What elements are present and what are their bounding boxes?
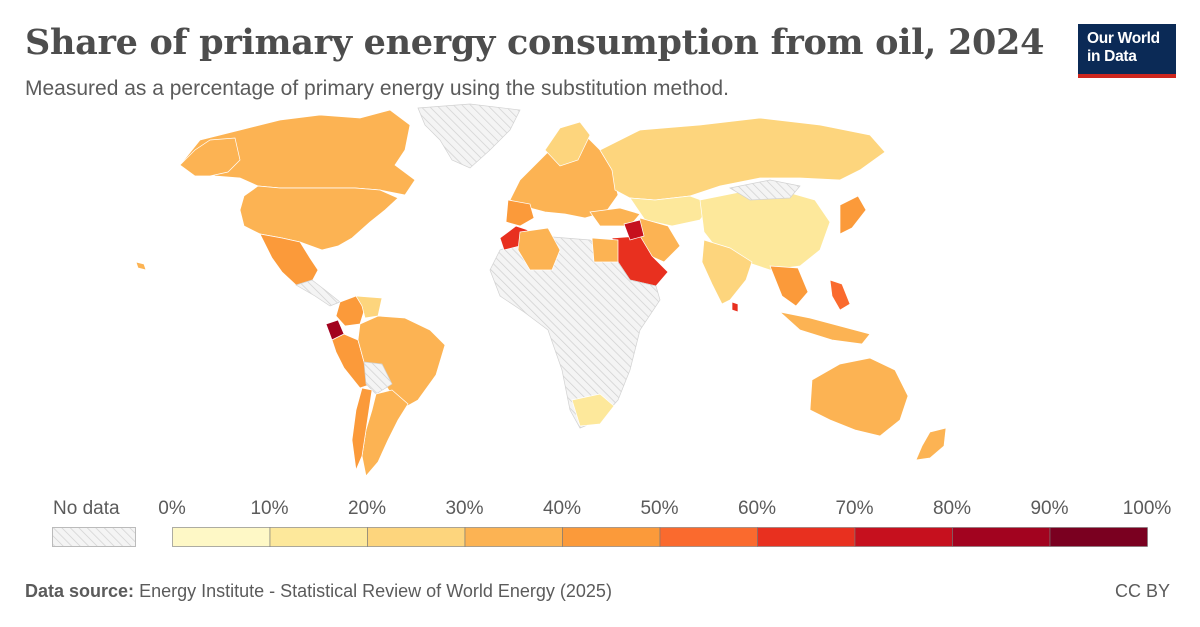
country-bolivia[interactable] — [363, 361, 393, 395]
legend-bin-7[interactable] — [854, 527, 953, 547]
legend-tick-label: 40% — [542, 498, 582, 519]
country-chile[interactable] — [351, 387, 373, 472]
country-hawaii[interactable] — [135, 261, 147, 271]
chart-title: Share of primary energy consumption from… — [25, 22, 1045, 63]
legend-tick-label: 70% — [835, 498, 874, 519]
country-algeria[interactable] — [517, 227, 561, 271]
legend-bin-5[interactable] — [659, 527, 758, 547]
country-scandinavia[interactable] — [544, 121, 591, 167]
legend-bin-8[interactable] — [952, 527, 1051, 547]
country-venezuela[interactable] — [355, 295, 383, 319]
country-argentina[interactable] — [361, 389, 409, 477]
country-canada[interactable] — [179, 109, 416, 196]
footer-source: Data source: Energy Institute - Statisti… — [25, 581, 612, 602]
country-iberia[interactable] — [505, 199, 535, 227]
country-new-zealand[interactable] — [915, 427, 947, 461]
logo-line-2: in Data — [1087, 48, 1137, 65]
legend-tick-label: 60% — [737, 498, 777, 519]
country-australia[interactable] — [809, 357, 909, 437]
legend-tick-label: 90% — [1030, 498, 1069, 519]
legend-color-bar — [172, 527, 1148, 547]
legend-no-data-swatch — [52, 527, 136, 547]
legend-tick-label: 10% — [250, 498, 289, 519]
logo-line-1: Our World — [1087, 30, 1160, 47]
country-sri-lanka[interactable] — [731, 301, 739, 313]
country-japan[interactable] — [839, 195, 867, 235]
legend-bin-0[interactable] — [172, 527, 271, 547]
country-philippines[interactable] — [829, 279, 851, 311]
country-india[interactable] — [701, 239, 753, 305]
legend-tick-label: 20% — [347, 498, 387, 519]
legend-bin-6[interactable] — [757, 527, 856, 547]
country-alaska[interactable] — [179, 137, 241, 177]
legend-tick-label: 50% — [640, 498, 679, 519]
country-mongolia[interactable] — [729, 179, 801, 201]
license-label[interactable]: CC BY — [1114, 581, 1170, 601]
legend-bin-3[interactable] — [464, 527, 563, 547]
country-iraq[interactable] — [623, 219, 645, 241]
country-south-africa[interactable] — [571, 393, 615, 427]
region-southeast-asia[interactable] — [769, 265, 809, 307]
country-greenland[interactable] — [417, 103, 521, 169]
map-legend: No data 0% 10% 20% 30% 40% 50% 60% 70% 80% 90% 100… — [0, 490, 1200, 560]
legend-tick-label: 80% — [932, 498, 972, 519]
legend-bin-2[interactable] — [367, 527, 466, 547]
world-map[interactable] — [0, 100, 1200, 485]
country-mexico[interactable] — [259, 233, 319, 286]
source-text[interactable]: Energy Institute - Statistical Review of… — [139, 581, 612, 601]
country-turkey[interactable] — [589, 207, 641, 227]
legend-bin-1[interactable] — [269, 527, 368, 547]
legend-no-data-label: No data — [53, 498, 120, 519]
country-egypt[interactable] — [591, 237, 619, 263]
country-russia[interactable] — [599, 117, 886, 201]
region-central-america[interactable] — [295, 279, 341, 307]
legend-bin-9[interactable] — [1049, 527, 1148, 547]
country-united-states[interactable] — [239, 185, 399, 251]
source-label: Data source: — [25, 581, 135, 601]
chart-subtitle: Measured as a percentage of primary ener… — [25, 77, 729, 100]
legend-tick-label: 0% — [158, 498, 186, 519]
country-indonesia[interactable] — [778, 311, 871, 345]
legend-bin-4[interactable] — [562, 527, 661, 547]
legend-tick-label: 30% — [445, 498, 484, 519]
owid-logo[interactable]: Our World in Data — [1078, 24, 1176, 78]
legend-tick-label: 100% — [1122, 498, 1172, 519]
